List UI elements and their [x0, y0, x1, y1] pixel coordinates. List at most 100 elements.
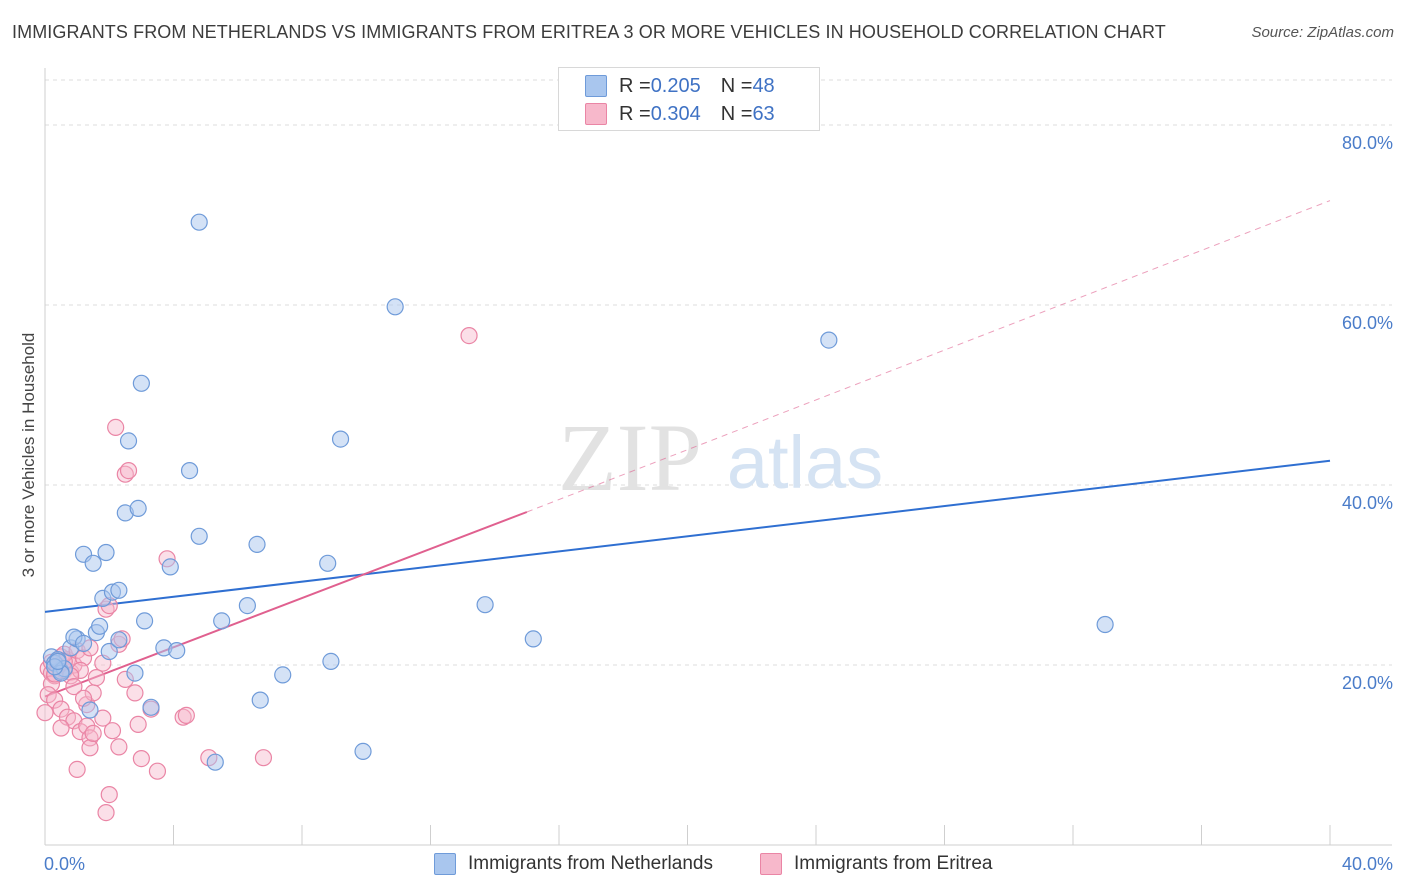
eritrea-point [42, 675, 61, 693]
eritrea-point [254, 749, 273, 767]
netherlands-point [524, 630, 542, 648]
eritrea-point [65, 677, 83, 696]
eritrea-point [110, 738, 128, 756]
netherlands-point [142, 698, 160, 716]
netherlands-point [97, 543, 115, 562]
source-credit: Source: ZipAtlas.com [1251, 24, 1394, 41]
legend-swatch-pink [585, 103, 607, 125]
eritrea-point [103, 722, 122, 740]
netherlands-point [168, 641, 186, 660]
eritrea-point [68, 760, 86, 779]
legend-r-value: 0.205 [650, 74, 701, 97]
y-tick-label: 20.0% [1342, 673, 1393, 693]
eritrea-point [107, 418, 125, 436]
legend-n-value: 48 [752, 74, 775, 97]
eritrea-point [87, 668, 106, 687]
watermark-zip: ZIP [558, 404, 702, 511]
series-swatch-blue [434, 853, 456, 875]
eritrea-point [97, 803, 115, 822]
axes [44, 68, 1392, 846]
netherlands-point [81, 701, 99, 719]
series-legend-netherlands: Immigrants from Netherlands [434, 853, 713, 875]
netherlands-trend-line [44, 459, 1331, 613]
eritrea-point [46, 691, 64, 709]
netherlands-point [74, 634, 93, 653]
netherlands-point [161, 558, 179, 576]
y-tick-label: 40.0% [1342, 493, 1393, 513]
legend-row-netherlands: R = 0.205 N = 48 [585, 72, 775, 100]
netherlands-point [91, 617, 109, 635]
series-swatch-pink [760, 853, 782, 875]
legend-r-label: R = [619, 74, 651, 97]
eritrea-point [460, 327, 478, 345]
eritrea-point [148, 762, 167, 780]
y-tick-label: 60.0% [1342, 313, 1393, 333]
eritrea-point [81, 739, 99, 757]
legend-row-eritrea: R = 0.304 N = 63 [585, 100, 775, 128]
netherlands-point [386, 298, 404, 316]
netherlands-point [476, 596, 494, 614]
netherlands-point [213, 612, 231, 630]
series-legend-eritrea: Immigrants from Eritrea [760, 853, 992, 875]
data-points [36, 213, 1114, 822]
watermark: ZIP atlas [558, 404, 883, 511]
netherlands-point [820, 331, 838, 349]
eritrea-point [65, 712, 83, 730]
netherlands-point [331, 430, 350, 448]
legend-n-label: N = [720, 102, 753, 125]
netherlands-point [119, 432, 138, 450]
y-axis-label: 3 or more Vehicles in Household [19, 333, 38, 578]
netherlands-point [110, 581, 128, 599]
netherlands-point [251, 691, 269, 709]
legend-n-label: N = [720, 74, 753, 97]
eritrea-trend-line [44, 511, 528, 698]
netherlands-point [132, 374, 150, 392]
eritrea-point [129, 715, 147, 734]
eritrea-point [36, 704, 54, 722]
eritrea-point [84, 724, 102, 743]
netherlands-point [248, 535, 266, 554]
netherlands-point [190, 527, 208, 545]
legend-r-value: 0.304 [650, 102, 701, 125]
legend-n-value: 63 [752, 102, 775, 125]
eritrea-point [126, 684, 144, 702]
netherlands-point [319, 554, 337, 572]
eritrea-point [94, 709, 112, 727]
eritrea-point [119, 462, 138, 480]
eritrea-point [132, 749, 150, 768]
correlation-legend: R = 0.205 N = 48 R = 0.304 N = 63 [558, 67, 820, 131]
netherlands-point [126, 664, 144, 682]
series-legend: Immigrants from Netherlands Immigrants f… [0, 850, 1406, 878]
eritrea-point [52, 719, 70, 737]
grid-lines [45, 79, 1392, 666]
eritrea-point [177, 706, 195, 725]
tick-labels: 20.0% 40.0% 60.0% 80.0% 0.0% 40.0% [44, 133, 1393, 874]
netherlands-point [84, 554, 102, 572]
trend-lines [44, 200, 1331, 698]
netherlands-point [110, 631, 128, 649]
x-tick-label: 40.0% [1342, 854, 1393, 874]
netherlands-point [129, 499, 147, 517]
netherlands-point [180, 462, 199, 480]
eritrea-point [100, 785, 118, 804]
netherlands-point [274, 666, 292, 684]
watermark-atlas: atlas [727, 421, 883, 504]
netherlands-point [190, 213, 208, 231]
legend-swatch-blue [585, 75, 607, 97]
netherlands-point [206, 753, 224, 771]
series-label-eritrea: Immigrants from Eritrea [794, 853, 993, 874]
chart-title: IMMIGRANTS FROM NETHERLANDS VS IMMIGRANT… [12, 22, 1166, 42]
netherlands-point [135, 612, 154, 630]
netherlands-point [1096, 615, 1114, 634]
y-tick-label: 80.0% [1342, 133, 1393, 153]
netherlands-point [354, 742, 372, 761]
netherlands-point [322, 652, 340, 671]
legend-r-label: R = [619, 102, 651, 125]
netherlands-point [49, 652, 67, 671]
netherlands-point [238, 596, 256, 615]
netherlands-point [100, 642, 118, 661]
eritrea-trend-extension [526, 200, 1331, 513]
series-label-netherlands: Immigrants from Netherlands [468, 853, 713, 874]
x-tick-label: 0.0% [44, 854, 85, 874]
